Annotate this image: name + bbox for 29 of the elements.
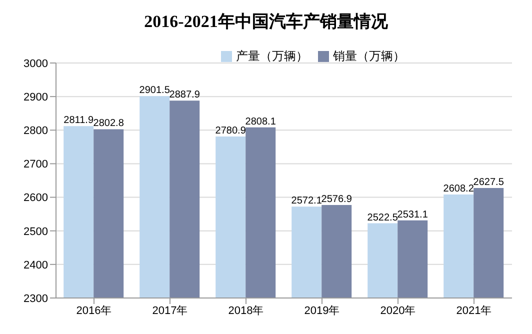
x-tick-label: 2019年 xyxy=(304,304,340,317)
y-tick-label: 2900 xyxy=(24,91,48,104)
y-tick-label: 2600 xyxy=(24,192,48,204)
data-label: 2811.9 xyxy=(64,115,94,126)
data-label: 2627.5 xyxy=(473,177,504,188)
y-tick-label: 2400 xyxy=(24,259,48,272)
x-tick-label: 2020年 xyxy=(380,304,416,317)
y-tick-label: 3000 xyxy=(24,58,48,70)
data-label: 2608.2 xyxy=(443,184,474,195)
x-tick-label: 2018年 xyxy=(228,304,264,317)
legend-label: 销量（万辆） xyxy=(333,49,405,63)
x-tick-label: 2017年 xyxy=(152,304,188,317)
y-tick-label: 2800 xyxy=(24,125,48,138)
data-label: 2808.1 xyxy=(245,116,276,128)
data-label: 2572.1 xyxy=(291,196,322,207)
y-tick-label: 2500 xyxy=(24,226,48,238)
y-tick-label: 2300 xyxy=(24,292,48,305)
y-tick-label: 2700 xyxy=(24,158,48,171)
data-label: 2576.9 xyxy=(321,194,352,206)
data-label: 2531.1 xyxy=(397,209,428,220)
data-label: 2780.9 xyxy=(215,126,246,137)
data-label: 2901.5 xyxy=(139,85,170,96)
data-label: 2522.5 xyxy=(367,212,398,224)
x-tick-label: 2021年 xyxy=(456,304,492,317)
chart-title: 2016-2021年中国汽车产销量情况 xyxy=(143,11,389,33)
x-tick-label: 2016年 xyxy=(76,304,112,317)
data-label: 2802.8 xyxy=(93,118,124,130)
data-label: 2887.9 xyxy=(169,90,200,101)
legend-label: 产量（万辆） xyxy=(236,49,308,63)
